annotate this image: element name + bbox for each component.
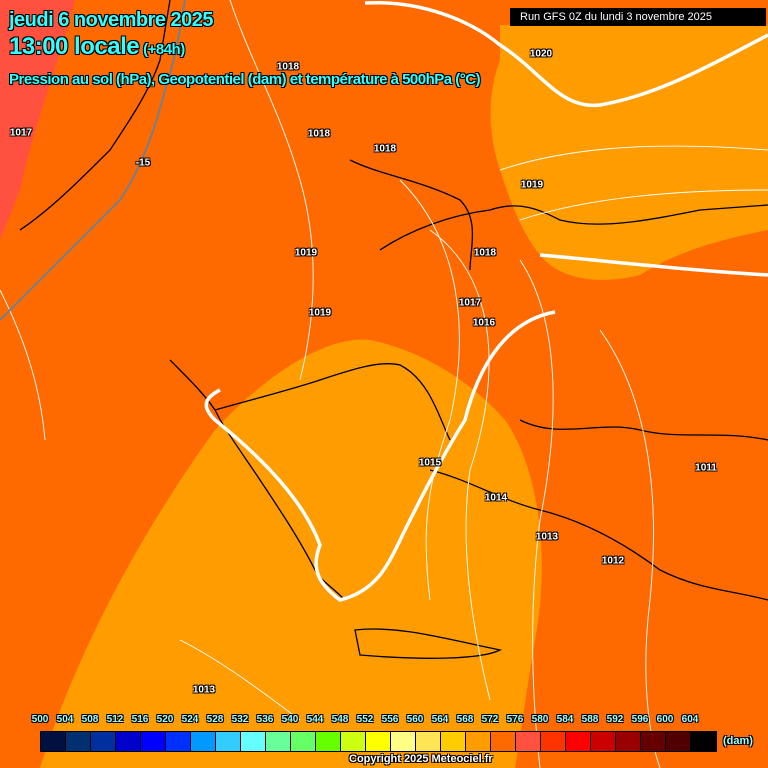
geopotential-564-zone-south	[40, 339, 542, 768]
legend-swatch	[541, 732, 566, 751]
legend-value: 588	[581, 714, 599, 725]
geopotential-isolines	[204, 0, 768, 602]
legend-swatch	[666, 732, 691, 751]
legend-swatch	[191, 732, 216, 751]
pressure-label: 1011	[695, 462, 717, 474]
legend-swatch	[116, 732, 141, 751]
legend-labels: 500 504 508 512 516 520 524 528 532 536 540 544 548 5…	[32, 714, 715, 726]
pressure-label: 1018	[373, 143, 397, 155]
legend-swatch	[641, 732, 666, 751]
forecast-time: 13:00 locale (+84h)	[9, 33, 185, 61]
legend-value: 580	[531, 714, 549, 725]
pressure-label: 1013	[535, 531, 559, 543]
legend-value: 604	[681, 714, 699, 725]
legend-value: 500	[31, 714, 49, 725]
legend-value: 556	[381, 714, 399, 725]
legend-value: 568	[456, 714, 474, 725]
pressure-label: 1012	[601, 555, 625, 567]
legend-value: 540	[281, 714, 299, 725]
forecast-time-label: 13:00 locale	[9, 33, 140, 60]
legend-colorbar	[40, 731, 717, 752]
legend-value: 528	[206, 714, 224, 725]
pressure-label: 1017	[9, 127, 33, 139]
legend-value: 584	[556, 714, 574, 725]
legend-value: 596	[631, 714, 649, 725]
model-run-label: Run GFS 0Z du lundi 3 novembre 2025	[510, 8, 766, 26]
pressure-label: 1014	[484, 492, 508, 504]
legend-value: 564	[431, 714, 449, 725]
legend-value: 600	[656, 714, 674, 725]
legend-value: 524	[181, 714, 199, 725]
legend-swatch	[366, 732, 391, 751]
legend-swatch	[491, 732, 516, 751]
pressure-label: 1016	[472, 317, 496, 329]
legend-swatch	[691, 732, 716, 751]
legend-value: 560	[406, 714, 424, 725]
pressure-label: 1019	[294, 247, 318, 259]
pressure-label: 1013	[192, 684, 216, 696]
pressure-label: 1020	[529, 48, 553, 60]
pressure-label: 1019	[308, 307, 332, 319]
legend-swatch	[316, 732, 341, 751]
temperature-isotherm	[0, 0, 186, 321]
legend-value: 552	[356, 714, 374, 725]
forecast-date: jeudi 6 novembre 2025	[9, 9, 214, 31]
legend-value: 508	[81, 714, 99, 725]
legend-swatch	[416, 732, 441, 751]
legend-value: 544	[306, 714, 324, 725]
legend-value: 572	[481, 714, 499, 725]
legend-unit: (dam)	[723, 735, 753, 747]
geopotential-572-zone	[0, 0, 75, 240]
legend-value: 520	[156, 714, 174, 725]
legend-value: 592	[606, 714, 624, 725]
legend-swatch	[241, 732, 266, 751]
legend-swatch	[566, 732, 591, 751]
legend-value: 548	[331, 714, 349, 725]
legend-value: 504	[56, 714, 74, 725]
legend-value: 532	[231, 714, 249, 725]
legend-swatch	[66, 732, 91, 751]
pressure-label: 1018	[307, 128, 331, 140]
legend-swatch	[391, 732, 416, 751]
forecast-lead-time: (+84h)	[143, 41, 185, 58]
legend-value: 512	[106, 714, 124, 725]
pressure-label: 1018	[473, 247, 497, 259]
legend-swatch	[466, 732, 491, 751]
legend-swatch	[591, 732, 616, 751]
coastlines	[19, 0, 768, 659]
legend-value: 516	[131, 714, 149, 725]
map-subtitle: Pression au sol (hPa), Geopotentiel (dam…	[9, 71, 481, 88]
pressure-label: 1019	[520, 179, 544, 191]
legend-value: 576	[506, 714, 524, 725]
legend-swatch	[41, 732, 66, 751]
legend-swatch	[516, 732, 541, 751]
legend-swatch	[91, 732, 116, 751]
geopotential-564-zone-east	[490, 25, 768, 280]
legend-swatch	[266, 732, 291, 751]
legend-swatch	[616, 732, 641, 751]
pressure-label: 1018	[276, 61, 300, 73]
pressure-label: 1015	[418, 457, 442, 469]
legend-swatch	[216, 732, 241, 751]
pressure-label: 1017	[458, 297, 482, 309]
legend-swatch	[441, 732, 466, 751]
temperature-label: -15	[135, 157, 151, 169]
legend-value: 536	[256, 714, 274, 725]
legend-swatch	[141, 732, 166, 751]
copyright: Copyright 2025 Meteociel.fr	[349, 753, 493, 765]
legend-swatch	[291, 732, 316, 751]
legend-swatch	[341, 732, 366, 751]
legend-swatch	[166, 732, 191, 751]
